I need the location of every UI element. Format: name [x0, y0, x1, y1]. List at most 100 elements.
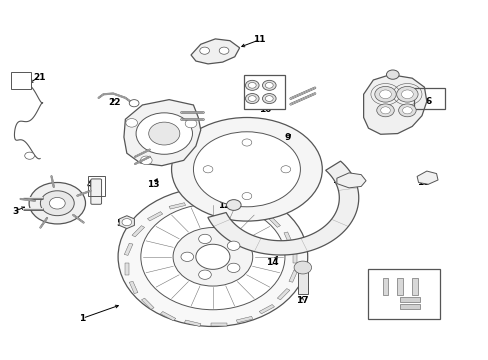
Text: 16: 16: [331, 176, 344, 185]
Circle shape: [140, 156, 152, 165]
Bar: [184, 320, 201, 327]
Text: 12: 12: [217, 201, 230, 210]
Circle shape: [265, 96, 273, 102]
Circle shape: [198, 270, 211, 279]
Text: 15: 15: [224, 226, 237, 235]
Circle shape: [402, 107, 411, 114]
Circle shape: [281, 166, 290, 173]
Circle shape: [227, 263, 240, 273]
Text: 2: 2: [90, 192, 97, 201]
Polygon shape: [123, 100, 201, 166]
Circle shape: [141, 204, 285, 310]
Bar: [88, 176, 105, 196]
Text: 9: 9: [284, 133, 290, 142]
Circle shape: [41, 191, 74, 216]
Polygon shape: [363, 75, 426, 134]
Circle shape: [398, 104, 415, 117]
Bar: [194, 199, 210, 202]
Bar: [221, 199, 237, 206]
Text: 5: 5: [116, 219, 122, 228]
Bar: [292, 251, 296, 263]
Bar: [382, 278, 387, 296]
Circle shape: [248, 82, 256, 88]
Circle shape: [200, 47, 209, 54]
Circle shape: [376, 104, 393, 117]
Bar: [160, 311, 175, 321]
Bar: [141, 298, 154, 309]
Bar: [399, 304, 419, 309]
Circle shape: [181, 252, 193, 261]
Text: 10: 10: [259, 105, 271, 114]
Bar: [125, 263, 129, 275]
Ellipse shape: [193, 132, 300, 207]
Text: 21: 21: [33, 73, 45, 82]
Circle shape: [195, 244, 229, 269]
Polygon shape: [416, 171, 437, 184]
Circle shape: [226, 200, 241, 210]
Circle shape: [136, 113, 192, 154]
Bar: [396, 278, 402, 296]
Polygon shape: [207, 161, 358, 255]
Bar: [297, 270, 307, 294]
Text: 18: 18: [416, 178, 429, 187]
Bar: [368, 269, 440, 319]
Text: 4: 4: [86, 180, 93, 189]
Circle shape: [248, 96, 256, 102]
Polygon shape: [336, 173, 366, 188]
Circle shape: [118, 187, 307, 327]
Circle shape: [173, 228, 252, 286]
Circle shape: [262, 80, 276, 90]
Text: 7: 7: [162, 115, 168, 124]
FancyBboxPatch shape: [91, 179, 102, 204]
Circle shape: [396, 86, 417, 102]
Circle shape: [122, 219, 131, 226]
Bar: [124, 243, 133, 255]
Circle shape: [245, 80, 259, 90]
Text: 1: 1: [80, 314, 85, 323]
Circle shape: [401, 90, 412, 99]
Bar: [243, 75, 285, 109]
Circle shape: [262, 94, 276, 104]
Bar: [399, 297, 419, 302]
Text: 11: 11: [252, 36, 265, 45]
Bar: [288, 270, 297, 282]
Circle shape: [198, 234, 211, 244]
Text: 6: 6: [424, 97, 430, 106]
Circle shape: [49, 197, 65, 209]
Circle shape: [25, 152, 34, 159]
Circle shape: [148, 122, 180, 145]
Circle shape: [245, 94, 259, 104]
Circle shape: [379, 90, 390, 99]
Polygon shape: [191, 39, 239, 64]
Polygon shape: [119, 216, 134, 229]
Circle shape: [219, 47, 228, 54]
Text: 3: 3: [12, 207, 18, 216]
Text: 22: 22: [108, 98, 120, 107]
FancyBboxPatch shape: [11, 72, 31, 89]
Circle shape: [265, 82, 273, 88]
Circle shape: [242, 193, 251, 200]
Circle shape: [242, 139, 251, 146]
Circle shape: [380, 107, 389, 114]
Text: 20: 20: [399, 305, 412, 314]
Circle shape: [125, 118, 137, 127]
Text: 14: 14: [266, 258, 279, 267]
Bar: [267, 216, 280, 227]
Circle shape: [129, 100, 139, 107]
Bar: [210, 323, 226, 326]
Bar: [411, 278, 417, 296]
Bar: [236, 316, 252, 323]
Circle shape: [374, 86, 395, 102]
Text: 17: 17: [295, 296, 307, 305]
Bar: [245, 205, 261, 214]
Circle shape: [386, 70, 398, 79]
Bar: [259, 305, 274, 314]
Bar: [277, 289, 289, 300]
Bar: [169, 203, 185, 209]
Bar: [147, 212, 163, 221]
Circle shape: [293, 261, 311, 274]
Text: 8: 8: [395, 79, 402, 88]
Bar: [129, 282, 138, 293]
Text: 13: 13: [147, 180, 160, 189]
Circle shape: [29, 183, 85, 224]
